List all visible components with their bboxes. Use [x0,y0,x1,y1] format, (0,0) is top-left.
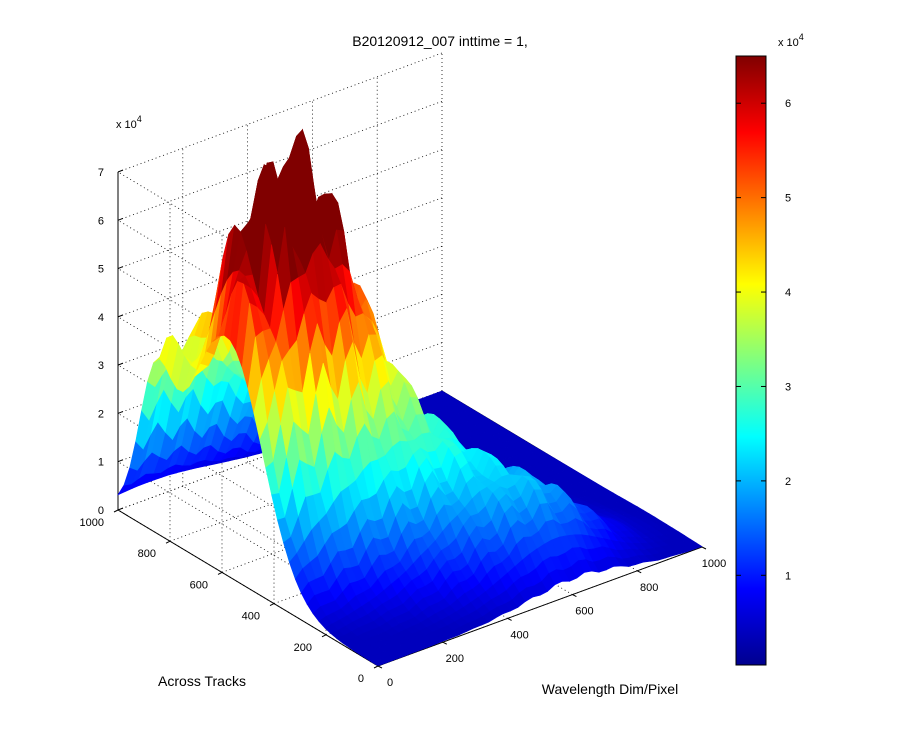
grid-line [117,316,379,474]
z-tick-label: 5 [98,264,104,276]
grid-line [117,100,443,221]
grid-line [117,219,379,377]
z-tick-mark [117,217,124,221]
z-tick-label: 7 [98,167,104,179]
z-tick-label: 1 [98,457,104,469]
surface-mesh [117,128,703,667]
z-tick-label: 4 [98,312,104,324]
x-axis-line [377,546,703,667]
colorbar-tick-label: 3 [785,381,791,393]
x-tick-label: 0 [387,677,393,689]
y-tick-label: 400 [242,611,260,623]
colorbar [735,55,767,666]
y-tick-mark [321,634,327,638]
grid-line [117,461,379,619]
z-tick-mark [117,266,124,270]
surface-cell [371,659,387,667]
colorbar-tick-label: 6 [785,98,791,110]
x-tick-mark [507,617,512,621]
z-multiplier: x 104 [116,114,142,131]
z-tick-mark [117,314,124,318]
colorbar-tick-label: 5 [785,193,791,205]
grid-line [117,52,443,173]
z-tick-label: 0 [98,505,104,517]
x-tick-label: 1000 [702,558,726,570]
y-tick-mark [269,603,275,607]
y-tick-label: 0 [358,673,364,685]
z-tick-mark [117,362,124,366]
grid-line [117,171,379,329]
colorbar-tick-label: 2 [785,476,791,488]
x-tick-label: 200 [446,653,464,665]
y-tick-label: 800 [138,548,156,560]
x-tick-mark [377,665,383,669]
x-tick-mark [572,594,577,598]
y-axis-label: Across Tracks [158,673,246,689]
z-tick-label: 2 [98,408,104,420]
x-tick-mark [636,570,642,574]
y-tick-label: 200 [294,642,312,654]
y-tick-mark [113,509,119,513]
grid-line [182,485,444,643]
z-tick-mark [117,507,124,511]
x-tick-label: 400 [510,629,528,641]
chart-title: B20120912_007 inttime = 1, [352,33,528,49]
colorbar-ticks: 1 2 3 4 5 6 [736,98,791,582]
z-tick-mark [117,459,124,463]
x-tick-label: 600 [575,606,593,618]
colorbar-tick-label: 1 [785,570,791,582]
x-axis-label: Wavelength Dim/Pixel [542,681,678,697]
y-tick-label: 1000 [80,517,104,529]
x-tick-mark [701,546,707,550]
grid-line [117,268,379,425]
y-tick-mark [165,540,171,544]
y-axis-line [117,509,379,667]
axis-ticks: 0200400600800100002004006008001000012345… [80,167,727,689]
x-tick-label: 800 [640,582,658,594]
z-tick-mark [117,410,124,414]
z-tick-label: 3 [98,360,104,372]
z-tick-label: 6 [98,215,104,227]
colorbar-tick-label: 4 [785,287,791,299]
colorbar-multiplier: x 104 [778,32,804,49]
y-tick-mark [373,665,379,669]
y-tick-mark [217,571,223,575]
y-tick-label: 600 [190,579,208,591]
z-tick-mark [117,169,124,173]
x-tick-mark [442,641,448,645]
